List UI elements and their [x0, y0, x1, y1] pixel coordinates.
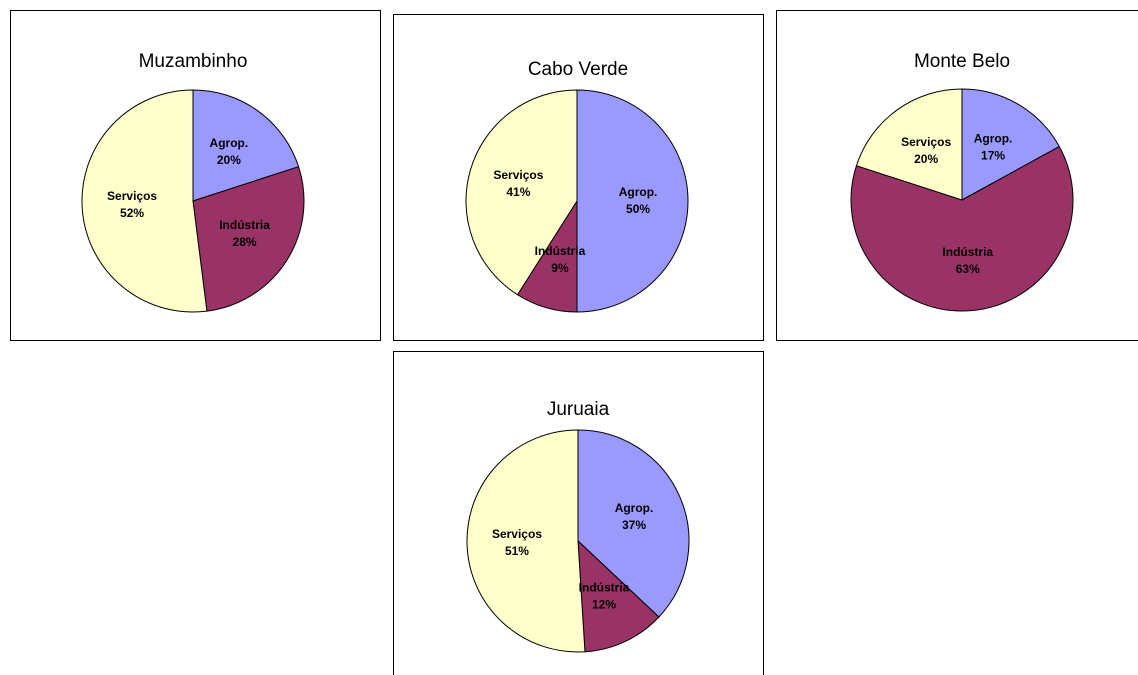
chart-title: Juruaia: [547, 399, 610, 420]
slice-value: 52%: [120, 206, 144, 220]
slice-category: Serviços: [493, 168, 543, 182]
slice-value: 9%: [551, 261, 569, 275]
chart-title: Muzambinho: [139, 51, 248, 72]
slice-category: Indústria: [579, 580, 630, 594]
pie-slice: [577, 539, 660, 653]
pie-slice: [576, 89, 689, 313]
slice-value: 17%: [981, 149, 1005, 163]
slice-category: Agrop.: [974, 132, 1013, 146]
slice-category: Serviços: [901, 135, 951, 149]
slice-value: 20%: [217, 153, 241, 167]
pie-slice: [81, 89, 208, 313]
slice-category: Serviços: [107, 189, 157, 203]
slice-category: Agrop.: [619, 185, 658, 199]
slice-category: Agrop.: [210, 136, 249, 150]
slice-value: 20%: [914, 152, 938, 166]
slice-value: 63%: [956, 262, 980, 276]
slice-category: Indústria: [942, 245, 993, 259]
chart-title: Monte Belo: [914, 51, 1010, 72]
pie-slice: [192, 89, 300, 202]
slice-category: Agrop.: [615, 501, 654, 515]
pie-slice: [850, 145, 1074, 312]
slice-value: 50%: [626, 202, 650, 216]
pie-slice: [855, 88, 963, 201]
slice-value: 51%: [505, 544, 529, 558]
slice-value: 37%: [622, 518, 646, 532]
pie-slice: [192, 166, 305, 312]
pie-slice: [961, 88, 1060, 201]
pie-slice: [465, 89, 578, 296]
chart-title: Cabo Verde: [528, 59, 628, 80]
slice-value: 28%: [233, 235, 257, 249]
slice-value: 12%: [592, 597, 616, 611]
slice-category: Indústria: [219, 218, 270, 232]
pie-slice: [466, 429, 586, 653]
slice-category: Indústria: [535, 244, 586, 258]
slice-category: Serviços: [492, 527, 542, 541]
slice-value: 41%: [506, 185, 530, 199]
pie-slice: [577, 429, 690, 618]
